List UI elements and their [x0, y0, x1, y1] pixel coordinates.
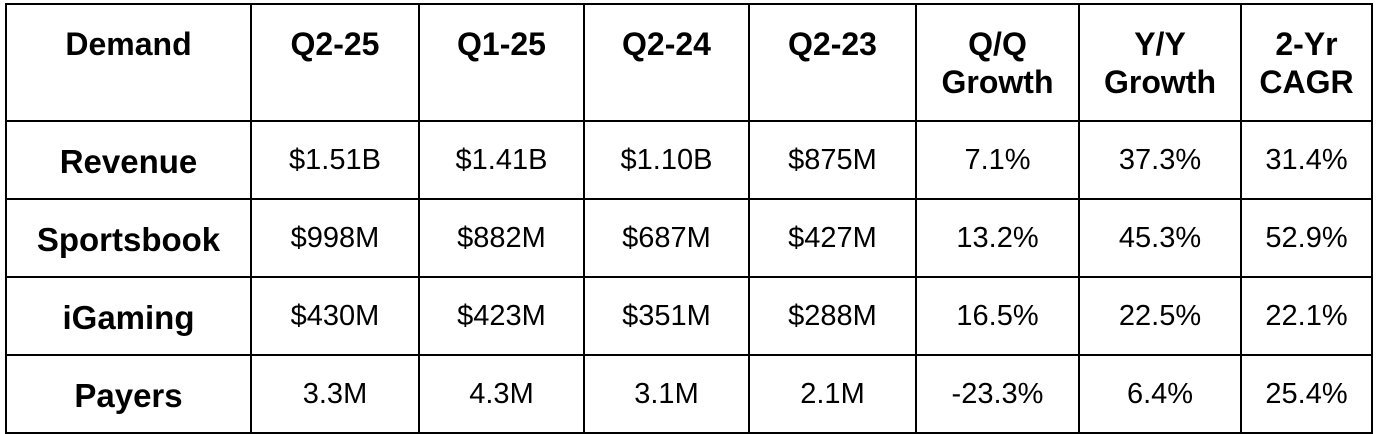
- column-header: Q2-25: [250, 3, 420, 122]
- table-cell: $882M: [418, 198, 585, 278]
- table-cell: 37.3%: [1078, 120, 1242, 200]
- column-header: Q2-23: [748, 3, 917, 122]
- table-cell: $998M: [250, 198, 420, 278]
- table-cell: 4.3M: [418, 354, 585, 434]
- table-cell: 13.2%: [915, 198, 1080, 278]
- row-label: Sportsbook: [5, 198, 252, 278]
- table-cell: $1.41B: [418, 120, 585, 200]
- table-cell: 16.5%: [915, 276, 1080, 356]
- table-row: iGaming $430M $423M $351M $288M 16.5% 22.5% 22.…: [5, 276, 1373, 356]
- table-cell: $423M: [418, 276, 585, 356]
- column-header: Demand: [5, 3, 252, 122]
- row-label: Revenue: [5, 120, 252, 200]
- table-cell: $288M: [748, 276, 917, 356]
- table-cell: $1.10B: [583, 120, 750, 200]
- column-header: Y/Y Growth: [1078, 3, 1242, 122]
- table-body: Revenue $1.51B $1.41B $1.10B $875M 7.1% 37.3% 3…: [5, 120, 1373, 434]
- table-cell: 52.9%: [1240, 198, 1373, 278]
- table-cell: 22.5%: [1078, 276, 1242, 356]
- table-cell: $430M: [250, 276, 420, 356]
- table-row: Sportsbook $998M $882M $687M $427M 13.2% 45.3%…: [5, 198, 1373, 278]
- header-row: Demand Q2-25 Q1-25 Q2-24 Q2-23 Q/Q Growth Y/Y …: [5, 3, 1373, 122]
- table-cell: 3.1M: [583, 354, 750, 434]
- table-cell: $687M: [583, 198, 750, 278]
- row-label: iGaming: [5, 276, 252, 356]
- column-header: Q1-25: [418, 3, 585, 122]
- table-cell: $427M: [748, 198, 917, 278]
- table-cell: 7.1%: [915, 120, 1080, 200]
- table-cell: 25.4%: [1240, 354, 1373, 434]
- table-row: Revenue $1.51B $1.41B $1.10B $875M 7.1% 37.3% 3…: [5, 120, 1373, 200]
- table-cell: $351M: [583, 276, 750, 356]
- table-cell: 6.4%: [1078, 354, 1242, 434]
- table-head: Demand Q2-25 Q1-25 Q2-24 Q2-23 Q/Q Growth Y/Y …: [5, 3, 1373, 122]
- page: Demand Q2-25 Q1-25 Q2-24 Q2-23 Q/Q Growth Y/Y …: [5, 3, 1373, 434]
- column-header: 2-Yr CAGR: [1240, 3, 1373, 122]
- table-cell: 2.1M: [748, 354, 917, 434]
- row-label: Payers: [5, 354, 252, 434]
- column-header: Q/Q Growth: [915, 3, 1080, 122]
- table-row: Payers 3.3M 4.3M 3.1M 2.1M -23.3% 6.4% 25.4%: [5, 354, 1373, 434]
- table-cell: $1.51B: [250, 120, 420, 200]
- table-cell: 3.3M: [250, 354, 420, 434]
- demand-table: Demand Q2-25 Q1-25 Q2-24 Q2-23 Q/Q Growth Y/Y …: [5, 3, 1373, 434]
- table-cell: 22.1%: [1240, 276, 1373, 356]
- table-cell: 45.3%: [1078, 198, 1242, 278]
- table-cell: $875M: [748, 120, 917, 200]
- column-header: Q2-24: [583, 3, 750, 122]
- table-cell: 31.4%: [1240, 120, 1373, 200]
- table-cell: -23.3%: [915, 354, 1080, 434]
